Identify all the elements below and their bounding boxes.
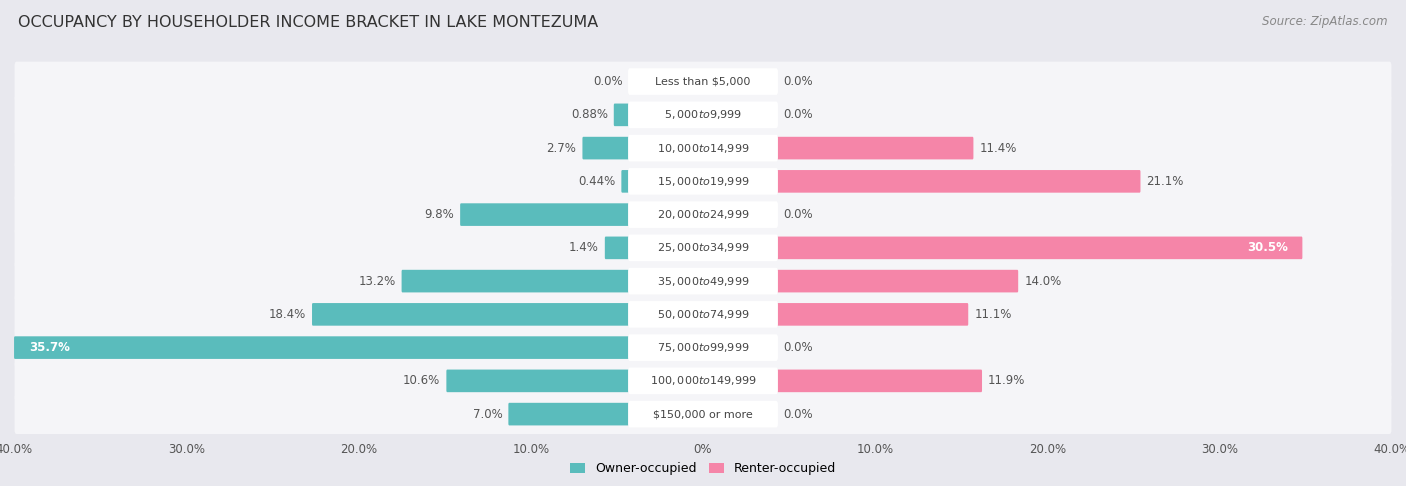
Text: 0.0%: 0.0% [783, 108, 813, 122]
FancyBboxPatch shape [14, 336, 631, 359]
FancyBboxPatch shape [14, 228, 1392, 268]
Text: Source: ZipAtlas.com: Source: ZipAtlas.com [1263, 15, 1388, 28]
Text: 0.0%: 0.0% [783, 208, 813, 221]
Text: $15,000 to $19,999: $15,000 to $19,999 [657, 175, 749, 188]
Text: OCCUPANCY BY HOUSEHOLDER INCOME BRACKET IN LAKE MONTEZUMA: OCCUPANCY BY HOUSEHOLDER INCOME BRACKET … [18, 15, 599, 30]
Text: 18.4%: 18.4% [269, 308, 307, 321]
Text: 10.6%: 10.6% [404, 374, 440, 387]
FancyBboxPatch shape [775, 137, 973, 159]
FancyBboxPatch shape [628, 301, 778, 328]
FancyBboxPatch shape [628, 102, 778, 128]
FancyBboxPatch shape [614, 104, 631, 126]
Text: 0.0%: 0.0% [783, 408, 813, 420]
FancyBboxPatch shape [582, 137, 631, 159]
FancyBboxPatch shape [628, 268, 778, 295]
FancyBboxPatch shape [775, 270, 1018, 293]
Text: $10,000 to $14,999: $10,000 to $14,999 [657, 141, 749, 155]
Text: 0.0%: 0.0% [593, 75, 623, 88]
Text: 13.2%: 13.2% [359, 275, 395, 288]
Text: 9.8%: 9.8% [425, 208, 454, 221]
Legend: Owner-occupied, Renter-occupied: Owner-occupied, Renter-occupied [565, 457, 841, 481]
FancyBboxPatch shape [775, 237, 1302, 259]
Text: $50,000 to $74,999: $50,000 to $74,999 [657, 308, 749, 321]
Text: 21.1%: 21.1% [1146, 175, 1184, 188]
FancyBboxPatch shape [605, 237, 631, 259]
FancyBboxPatch shape [775, 303, 969, 326]
Text: $150,000 or more: $150,000 or more [654, 409, 752, 419]
FancyBboxPatch shape [14, 394, 1392, 434]
FancyBboxPatch shape [628, 235, 778, 261]
FancyBboxPatch shape [621, 170, 631, 192]
Text: 0.44%: 0.44% [578, 175, 616, 188]
FancyBboxPatch shape [628, 334, 778, 361]
FancyBboxPatch shape [14, 62, 1392, 102]
Text: 7.0%: 7.0% [472, 408, 502, 420]
FancyBboxPatch shape [509, 403, 631, 425]
FancyBboxPatch shape [628, 201, 778, 228]
FancyBboxPatch shape [312, 303, 631, 326]
Text: 0.88%: 0.88% [571, 108, 607, 122]
FancyBboxPatch shape [775, 369, 981, 392]
FancyBboxPatch shape [628, 135, 778, 161]
FancyBboxPatch shape [460, 203, 631, 226]
FancyBboxPatch shape [14, 195, 1392, 235]
FancyBboxPatch shape [402, 270, 631, 293]
Text: 0.0%: 0.0% [783, 75, 813, 88]
Text: 1.4%: 1.4% [569, 242, 599, 254]
Text: $25,000 to $34,999: $25,000 to $34,999 [657, 242, 749, 254]
Text: 14.0%: 14.0% [1024, 275, 1062, 288]
FancyBboxPatch shape [14, 361, 1392, 401]
Text: 30.5%: 30.5% [1247, 242, 1288, 254]
FancyBboxPatch shape [14, 261, 1392, 301]
Text: $5,000 to $9,999: $5,000 to $9,999 [664, 108, 742, 122]
FancyBboxPatch shape [628, 69, 778, 95]
Text: $75,000 to $99,999: $75,000 to $99,999 [657, 341, 749, 354]
FancyBboxPatch shape [14, 295, 1392, 334]
FancyBboxPatch shape [628, 401, 778, 427]
FancyBboxPatch shape [14, 95, 1392, 135]
FancyBboxPatch shape [446, 369, 631, 392]
Text: $20,000 to $24,999: $20,000 to $24,999 [657, 208, 749, 221]
Text: 2.7%: 2.7% [547, 141, 576, 155]
Text: 11.4%: 11.4% [980, 141, 1017, 155]
FancyBboxPatch shape [628, 367, 778, 394]
Text: Less than $5,000: Less than $5,000 [655, 77, 751, 87]
Text: 11.1%: 11.1% [974, 308, 1012, 321]
Text: $35,000 to $49,999: $35,000 to $49,999 [657, 275, 749, 288]
FancyBboxPatch shape [14, 328, 1392, 367]
Text: $100,000 to $149,999: $100,000 to $149,999 [650, 374, 756, 387]
FancyBboxPatch shape [14, 128, 1392, 168]
Text: 0.0%: 0.0% [783, 341, 813, 354]
FancyBboxPatch shape [14, 161, 1392, 201]
Text: 11.9%: 11.9% [988, 374, 1025, 387]
Text: 35.7%: 35.7% [28, 341, 69, 354]
FancyBboxPatch shape [775, 170, 1140, 192]
FancyBboxPatch shape [628, 168, 778, 195]
